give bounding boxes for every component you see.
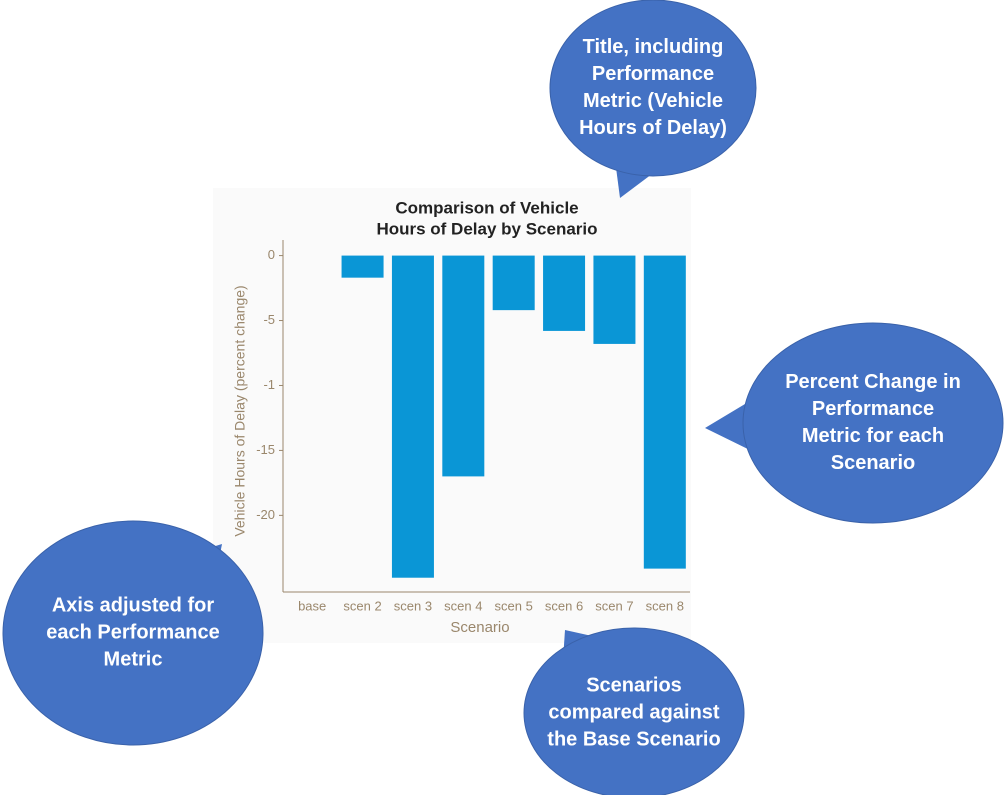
y-tick-label: 0 (268, 247, 275, 262)
y-tick-label: -15 (256, 442, 275, 457)
callout-bubble (549, 0, 757, 177)
x-tick-label: scen 8 (646, 598, 684, 613)
bar (643, 255, 686, 569)
bar (442, 255, 485, 477)
x-tick-label: scen 6 (545, 598, 583, 613)
callout-bubble (2, 520, 264, 746)
callout-text: Scenarios (586, 674, 682, 696)
x-tick-label: scen 3 (394, 598, 432, 613)
y-tick-label: -5 (263, 312, 275, 327)
bar (341, 255, 384, 278)
x-tick-label: scen 5 (495, 598, 533, 613)
callout-text: compared against (548, 701, 720, 723)
callout-text: Hours of Delay) (579, 117, 727, 139)
y-axis-label: Vehicle Hours of Delay (percent change) (232, 285, 248, 536)
callout-text: Metric (104, 648, 163, 670)
chart-title: Hours of Delay by Scenario (376, 219, 597, 238)
callout-text: Metric for each (802, 425, 944, 447)
callout-bubble (742, 322, 1004, 524)
callout-text: Performance (592, 63, 714, 85)
callout-text: Performance (812, 398, 934, 420)
callout-text: Title, including (583, 36, 724, 58)
callout-text: each Performance (46, 621, 219, 643)
bar (593, 255, 636, 344)
bar (543, 255, 586, 331)
callout-text: the Base Scenario (547, 728, 720, 750)
callout-text: Percent Change in (785, 371, 961, 393)
y-tick-label: -1 (263, 377, 275, 392)
y-tick-label: -20 (256, 507, 275, 522)
x-tick-label: scen 4 (444, 598, 482, 613)
callout-text: Scenario (831, 452, 915, 474)
bar (391, 255, 434, 578)
x-tick-label: scen 7 (595, 598, 633, 613)
chart-title: Comparison of Vehicle (395, 198, 578, 217)
callout-text: Axis adjusted for (52, 594, 214, 616)
x-tick-label: scen 2 (343, 598, 381, 613)
callout-text: Metric (Vehicle (583, 90, 723, 112)
x-tick-label: base (298, 598, 326, 613)
x-axis-label: Scenario (450, 619, 509, 636)
bar (492, 255, 535, 311)
